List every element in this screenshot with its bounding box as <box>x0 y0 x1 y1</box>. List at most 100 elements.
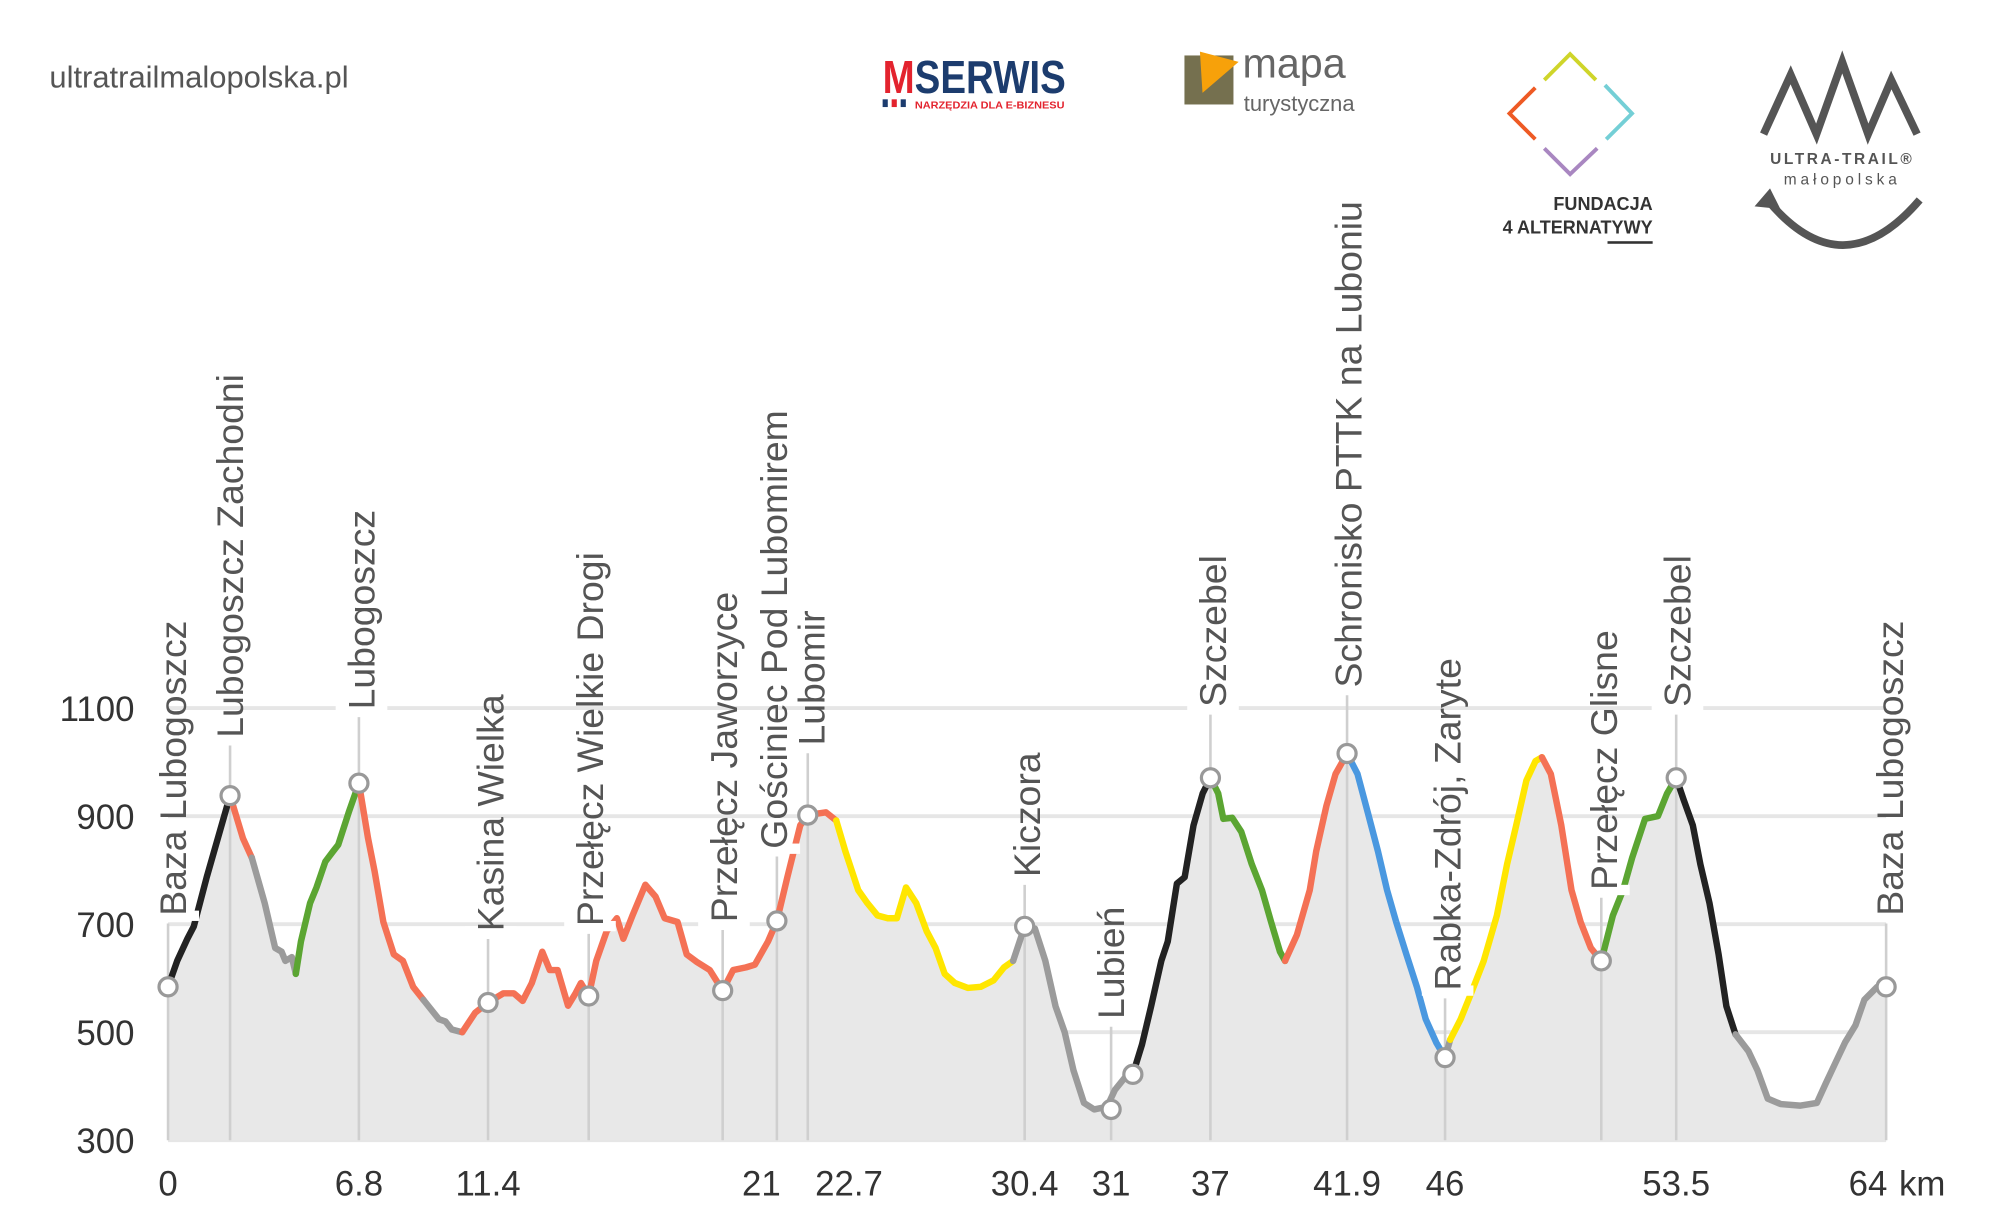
logo-mserwis-tagline: NARZĘDZIA DLA E-BIZNESU <box>915 100 1065 111</box>
waypoint-label: Lubogoszcz <box>340 510 382 710</box>
waypoint-marker[interactable] <box>1875 976 1897 998</box>
waypoint-label: Kiczora <box>1006 752 1048 877</box>
label-gap <box>1085 1013 1137 1025</box>
logo-fundacja-line1: FUNDACJA <box>1553 194 1652 214</box>
x-tick-label: 41.9 <box>1313 1165 1381 1204</box>
waypoint-marker[interactable] <box>766 910 788 932</box>
waypoint-marker[interactable] <box>477 991 499 1014</box>
label-gap <box>1651 701 1704 712</box>
y-axis: 300 500 700 900 1100 <box>60 690 135 1161</box>
waypoint-marker[interactable] <box>1336 742 1358 765</box>
x-tick-label: 30.4 <box>991 1165 1059 1204</box>
trail-segment-gray <box>1732 983 1890 1109</box>
elevation-area <box>168 753 1887 1141</box>
trail-segment-gray <box>420 996 466 1036</box>
logo-utmp-line1: ULTRA-TRAIL® <box>1770 151 1914 168</box>
label-gap <box>464 926 517 937</box>
x-tick-label: 31 <box>1092 1165 1131 1204</box>
x-tick-label: 53.5 <box>1642 1165 1710 1204</box>
x-tick-label: 11.4 <box>455 1165 520 1204</box>
label-gap <box>1864 910 1916 921</box>
waypoint-labels: Baza Lubogoszcz Lubogoszcz Zachodni Lubogo… <box>147 201 1916 1025</box>
area-fill <box>168 753 1887 1141</box>
waypoint-marker[interactable] <box>219 784 241 807</box>
waypoint-markers <box>157 742 1897 1121</box>
x-tick-label: 21 <box>742 1165 781 1204</box>
label-gap <box>1322 682 1375 693</box>
waypoint-label: Baza Lubogoszcz <box>152 621 194 916</box>
logo-mapa-turystyczna: mapa turystyczna <box>1184 40 1355 116</box>
waypoint-marker[interactable] <box>1122 1063 1144 1085</box>
label-gap <box>204 732 256 743</box>
waypoint-marker[interactable] <box>797 804 819 826</box>
svg-text:MSERWIS: MSERWIS <box>883 51 1066 103</box>
x-tick-label: 46 <box>1426 1165 1465 1204</box>
waypoint-label: Przełęcz Wielkie Drogi <box>569 552 611 926</box>
x-tick-label: 37 <box>1191 1165 1230 1204</box>
x-tick-label: 0 <box>158 1165 177 1204</box>
waypoint-label: Przełęcz Jaworzyce <box>703 592 745 922</box>
y-tick-label: 900 <box>76 798 134 837</box>
waypoint-label: Baza Lubogoszcz <box>1869 621 1911 916</box>
waypoint-marker[interactable] <box>1434 1046 1456 1069</box>
logo-fundacja-4-alternatywy: FUNDACJA 4 ALTERNATYWY <box>1503 51 1653 244</box>
site-url[interactable]: ultratrailmalopolska.pl <box>49 60 348 95</box>
label-gap <box>1578 884 1630 896</box>
label-gap <box>564 920 616 932</box>
waypoint-marker[interactable] <box>1590 950 1612 972</box>
waypoint-marker[interactable] <box>712 979 734 1002</box>
logo-fundacja-line2: 4 ALTERNATYWY <box>1503 217 1653 237</box>
waypoint-marker[interactable] <box>348 772 370 794</box>
logo-mapa-line1: mapa <box>1242 40 1345 86</box>
waypoint-label: Lubomir <box>791 610 833 745</box>
trail-segment-green <box>1207 774 1289 965</box>
x-axis: 0 6.8 11.4 21 22.7 30.4 31 37 41.9 46 53.5 64 km <box>158 1165 1945 1204</box>
label-gap <box>335 704 388 715</box>
waypoint-label: Przełęcz Glisne <box>1583 630 1625 890</box>
waypoint-label: Lubień <box>1090 907 1132 1019</box>
trail-segment-green <box>1598 774 1680 965</box>
waypoint-marker[interactable] <box>157 976 179 998</box>
trail-segment-yellow <box>832 817 1017 992</box>
trail-segment-yellow <box>1446 754 1546 1043</box>
waypoint-marker[interactable] <box>1100 1098 1122 1121</box>
y-tick-label: 1100 <box>60 690 135 729</box>
trail-segment-black <box>1672 774 1739 1038</box>
trail-segment-blue <box>1343 750 1449 1061</box>
waypoint-label: Szczebel <box>1656 555 1698 707</box>
label-gap <box>748 843 801 854</box>
label-gap <box>1187 701 1239 712</box>
waypoint-label: Szczebel <box>1192 555 1234 707</box>
y-tick-label: 700 <box>76 906 134 945</box>
logo-mserwis-rest: SERWIS <box>915 51 1066 103</box>
waypoint-marker[interactable] <box>1199 767 1222 789</box>
y-tick-label: 500 <box>76 1014 134 1053</box>
trail-segment-red <box>226 792 256 861</box>
label-gap <box>147 910 200 921</box>
logo-utmp-line2: małopolska <box>1784 171 1901 188</box>
logo-mapa-line2: turystyczna <box>1244 91 1356 116</box>
trail-segment-red <box>1281 750 1351 965</box>
label-gap <box>1001 871 1054 883</box>
label-gap <box>1421 985 1474 996</box>
trail-segment-gray <box>248 854 300 978</box>
waypoint-label: Schronisko PTTK na Luboniu <box>1327 201 1369 687</box>
waypoint-label: Lubogoszcz Zachodni <box>209 374 251 738</box>
waypoint-label: Rabka-Zdrój, Zaryte <box>1427 658 1469 990</box>
label-gap <box>698 917 750 928</box>
logo-mserwis: MSERWIS NARZĘDZIA DLA E-BIZNESU <box>882 51 1066 111</box>
trail-segment-red <box>1538 754 1605 965</box>
waypoint-label: Gościniec Pod Lubomirem <box>753 410 795 849</box>
waypoint-label: Kasina Wielka <box>470 694 512 931</box>
x-tick-label: 64 <box>1849 1165 1888 1204</box>
waypoint-marker[interactable] <box>1665 767 1687 789</box>
logo-ultra-trail-malopolska: ULTRA-TRAIL® małopolska <box>1754 50 1923 249</box>
trail-segment-black <box>164 792 234 991</box>
trail-segment-red <box>459 809 840 1036</box>
y-tick-label: 300 <box>76 1122 134 1161</box>
x-tick-label: 6.8 <box>335 1165 383 1204</box>
label-gap <box>785 740 838 751</box>
waypoint-marker[interactable] <box>578 985 600 1007</box>
waypoint-marker[interactable] <box>1014 915 1036 937</box>
